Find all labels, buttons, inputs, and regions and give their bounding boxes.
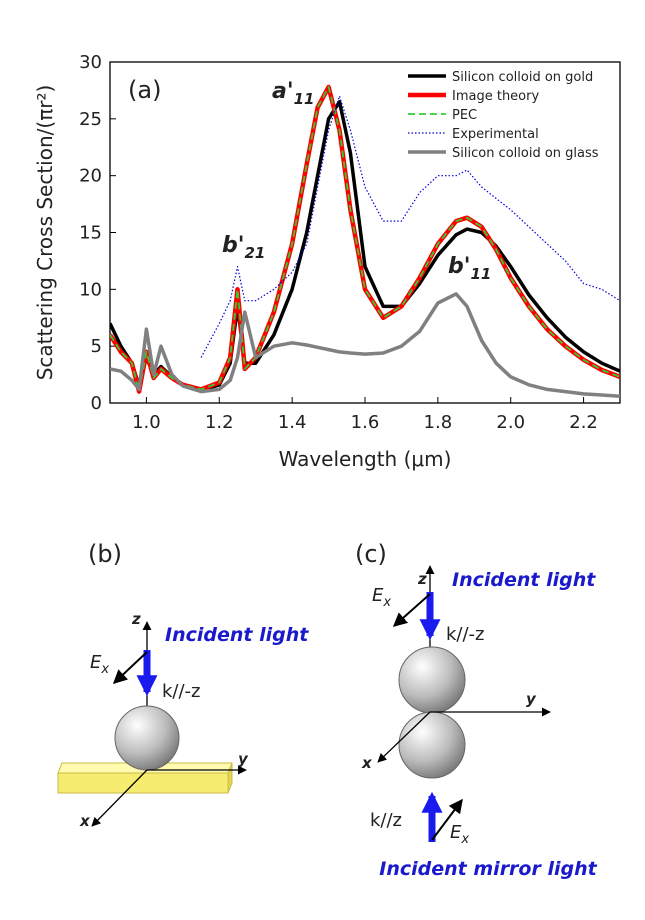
e-sub: x	[460, 832, 469, 847]
axis-label: x	[79, 812, 91, 830]
y-tick-label: 30	[79, 52, 102, 73]
x-axis	[91, 769, 148, 827]
series-line	[110, 292, 620, 398]
plot-frame	[109, 61, 621, 404]
e-arrow	[112, 651, 148, 684]
e-sub: x	[382, 595, 391, 610]
legend-label: Image theory	[452, 89, 539, 104]
x-tick-label: 1.8	[424, 412, 453, 433]
e-label: Ex	[90, 652, 109, 677]
k-label: k//-z	[162, 681, 201, 702]
e-sub: x	[100, 662, 109, 677]
k-label: k//-z	[446, 624, 485, 645]
annotation-sub: 11	[294, 90, 315, 108]
series-line	[200, 95, 620, 358]
legend-label: PEC	[452, 108, 477, 123]
annotation-main: a'	[272, 79, 294, 104]
incident-label: Incident light	[165, 624, 309, 646]
sphere	[114, 705, 180, 771]
y-tick-label: 0	[91, 393, 102, 414]
x-tick-label: 2.0	[496, 412, 525, 433]
legend-label: Silicon colloid on glass	[452, 146, 599, 161]
y-tick-label: 15	[79, 223, 102, 244]
x-axis	[377, 711, 431, 763]
annotation-sub: 21	[244, 244, 265, 262]
annotation-main: b'	[448, 254, 470, 279]
x-tick-label: 1.2	[205, 412, 234, 433]
diagram-b: (b) z y x Ex Incident light k//-z	[57, 540, 309, 830]
annotation: a'11	[272, 79, 314, 108]
annotation: b'21	[222, 233, 265, 262]
mirror-sphere	[398, 711, 466, 779]
y-tick-label: 20	[79, 166, 102, 187]
series-line	[110, 84, 620, 394]
axis-label: z	[131, 610, 141, 628]
x-tick-label: 1.6	[351, 412, 380, 433]
axis-label: z	[417, 570, 427, 588]
sphere	[398, 646, 466, 714]
annotation-sub: 11	[470, 265, 491, 283]
k-label: k//z	[370, 810, 402, 831]
e-label: Ex	[372, 585, 391, 610]
y-tick-label: 25	[79, 109, 102, 130]
e-main: E	[90, 652, 102, 673]
diagram-c: (c) z y x Ex Incident light k//-z Ex k//…	[355, 540, 598, 880]
y-tick-label: 5	[91, 336, 102, 357]
axis-label: x	[361, 754, 373, 772]
e-arrow	[392, 593, 431, 627]
panel-label: (b)	[88, 540, 122, 568]
legend-label: Silicon colloid on gold	[452, 70, 593, 85]
series-line	[110, 86, 620, 393]
y-axis-label: Scattering Cross Section/(πr²)	[33, 85, 57, 381]
x-tick-label: 1.0	[132, 412, 161, 433]
e-main: E	[450, 822, 462, 843]
x-tick-label: 2.2	[569, 412, 598, 433]
panel-label: (a)	[128, 76, 161, 104]
chart: 0 5 10 15 20 25 30 1.0 1.2 1.4 1.6 1.8 2.0 2.2 Wavelen…	[33, 52, 621, 471]
x-tick-label: 1.4	[278, 412, 307, 433]
x-axis-label: Wavelength (μm)	[279, 447, 452, 471]
panel-label: (c)	[355, 540, 387, 568]
incident-label: Incident light	[452, 569, 596, 591]
annotation: b'11	[448, 254, 491, 283]
mirror-e-arrow	[431, 798, 463, 841]
axis-label: y	[526, 690, 537, 708]
legend-label: Experimental	[452, 127, 539, 142]
annotation-main: b'	[222, 233, 244, 258]
substrate-front	[57, 772, 229, 794]
y-tick-label: 10	[79, 279, 102, 300]
e-main: E	[372, 585, 384, 606]
axis-label: y	[238, 750, 249, 768]
mirror-label: Incident mirror light	[379, 858, 597, 880]
e-label: Ex	[450, 822, 469, 847]
